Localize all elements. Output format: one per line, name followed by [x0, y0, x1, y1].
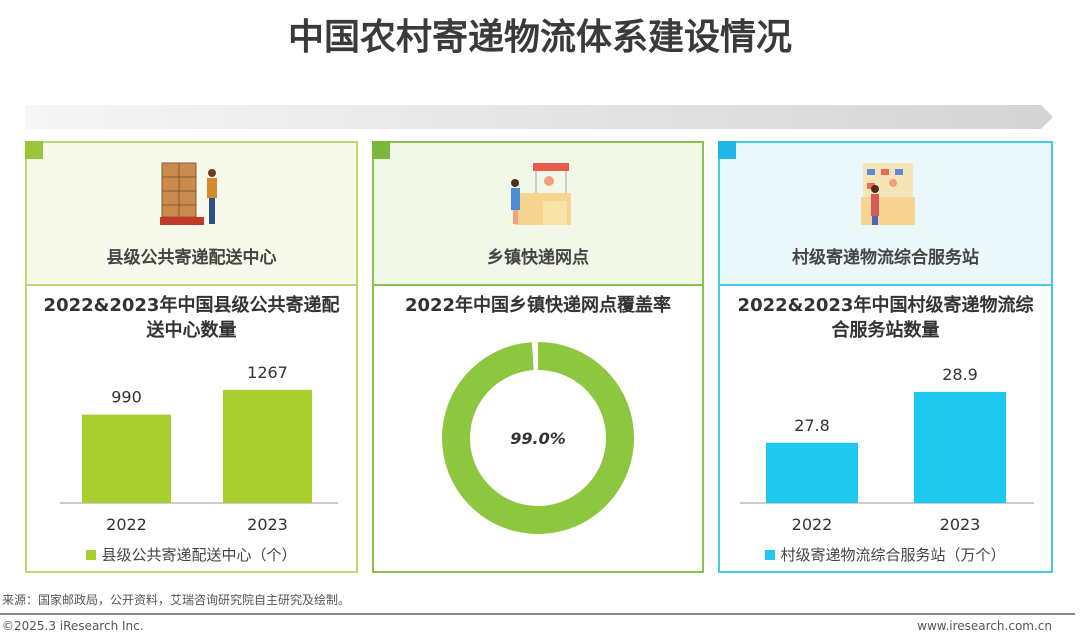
- chart-title: 2022&2023年中国县级公共寄递配送中心数量: [43, 295, 340, 341]
- x-tick-label: 2023: [247, 515, 288, 534]
- chart-legend: 村级寄递物流综合服务站（万个）: [720, 544, 1051, 565]
- bar: [82, 414, 171, 503]
- x-tick-label: 2022: [106, 515, 147, 534]
- panel-town-outlets: 乡镇快递网点 2022年中国乡镇快递网点覆盖率 99.0%: [372, 141, 704, 573]
- village-service-station-icon: [860, 163, 915, 225]
- data-label: 27.8: [794, 416, 830, 435]
- panel-label: 乡镇快递网点: [487, 248, 589, 268]
- chart-title: 2022年中国乡镇快递网点覆盖率: [404, 295, 672, 316]
- source-note: 来源：国家邮政局，公开资料，艾瑞咨询研究院自主研究及绘制。: [2, 593, 351, 607]
- data-label: 990: [111, 388, 142, 407]
- progress-arrow-banner: [25, 105, 1053, 129]
- panel-village-station: 村级寄递物流综合服务站 2022&2023年中国村级寄递物流综合服务站数量 27…: [718, 141, 1053, 573]
- warehouse-worker-icon: [159, 162, 217, 225]
- legend-label: 村级寄递物流综合服务站（万个）: [780, 546, 1006, 564]
- legend-swatch: [765, 550, 776, 560]
- coverage-donut-chart: 99.0%: [442, 342, 634, 534]
- copyright: ©2025.3 iResearch Inc.: [2, 619, 144, 633]
- chart-legend: 县级公共寄递配送中心（个）: [27, 544, 356, 565]
- data-label: 1267: [247, 363, 288, 382]
- panel-label: 县级公共寄递配送中心: [106, 248, 277, 268]
- website-link[interactable]: www.iresearch.com.cn: [917, 619, 1052, 633]
- data-label: 28.9: [942, 365, 978, 384]
- legend-label: 县级公共寄递配送中心（个）: [101, 546, 297, 564]
- bar: [223, 389, 312, 503]
- post-office-counter-icon: [511, 163, 571, 225]
- chart-title: 2022&2023年中国村级寄递物流综合服务站数量: [737, 295, 1034, 341]
- donut-center-label: 99.0%: [510, 429, 566, 448]
- bar: [766, 442, 858, 503]
- panel-county-center: 县级公共寄递配送中心 2022&2023年中国县级公共寄递配送中心数量 990 2…: [25, 141, 358, 573]
- bar: [914, 391, 1006, 503]
- page-title: 中国农村寄递物流体系建设情况: [287, 17, 792, 58]
- donut-slice: [531, 342, 538, 371]
- footer-divider: [0, 613, 1075, 615]
- county-bar-chart: 990 2022 1267 2023: [60, 363, 338, 534]
- x-tick-label: 2023: [940, 515, 981, 534]
- panel-label: 村级寄递物流综合服务站: [792, 248, 979, 268]
- village-bar-chart: 27.8 2022 28.9 2023: [740, 365, 1034, 534]
- legend-swatch: [86, 550, 97, 560]
- x-tick-label: 2022: [792, 515, 833, 534]
